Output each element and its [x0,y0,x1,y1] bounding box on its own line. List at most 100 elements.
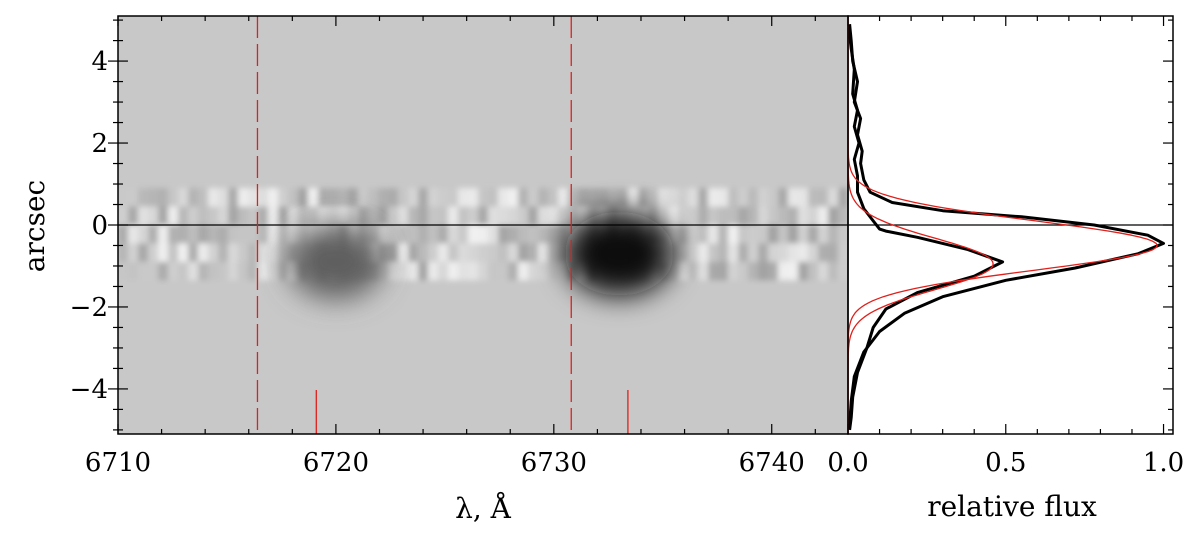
noise-cell [508,225,518,244]
noise-cell [258,243,268,262]
noise-cell [488,188,498,207]
noise-cell [798,261,808,281]
spectrum-panel: 6710 6720 6730 6740 −4 −2 0 2 4 λ, Å arcsec [18,15,1173,525]
x-tick-label: 6720 [303,448,369,478]
noise-cell [178,225,188,244]
y-axis-ticks: −4 −2 0 2 4 [70,19,1173,431]
noise-cell [358,188,368,207]
noise-cell [538,261,548,281]
noise-cell [258,261,268,281]
noise-cell [358,206,368,225]
noise-cell [578,188,588,207]
noise-cell [588,206,598,225]
noise-cell [498,261,508,281]
noise-cell [808,225,818,244]
noise-cell [438,188,448,207]
noise-cell [458,243,468,262]
noise-cell [208,206,218,225]
noise-cell [488,243,498,262]
noise-cell [678,225,688,244]
noise-cell [748,225,758,244]
noise-cell [648,188,658,207]
emission-features [287,211,675,300]
noise-cell [378,243,388,262]
noise-cell [718,206,728,225]
noise-cell [498,243,508,262]
noise-cell [778,206,788,225]
noise-cell [168,261,178,281]
noise-cell [738,261,748,281]
profile-x-axis-title: relative flux [927,490,1097,523]
noise-cell [178,188,188,207]
noise-cell [838,243,848,262]
noise-cell [178,243,188,262]
noise-cell [838,188,848,207]
noise-cell [708,225,718,244]
noise-cell [778,225,788,244]
noise-cell [668,206,678,225]
profile-x-tick-label: 0.0 [827,448,868,478]
noise-cell [518,225,528,244]
noise-cell [808,188,818,207]
noise-cell [228,206,238,225]
noise-cell [528,188,538,207]
y-tick-label: 4 [91,47,108,77]
noise-cell [298,206,308,225]
noise-cell [478,206,488,225]
noise-cell [198,206,208,225]
noise-cell [158,243,168,262]
noise-cell [798,225,808,244]
noise-cell [738,225,748,244]
noise-cell [158,261,168,281]
noise-cell [438,261,448,281]
noise-cell [188,206,198,225]
noise-cell [148,188,158,207]
noise-cell [598,188,608,207]
noise-cell [288,225,298,244]
noise-cell [458,261,468,281]
noise-cell [498,225,508,244]
noise-cell [548,261,558,281]
noise-cell [788,206,798,225]
profile-panel: 0.0 0.5 1.0 relative flux [827,15,1184,523]
noise-cell [558,206,568,225]
noise-cell [188,243,198,262]
x-tick-label: 6740 [739,448,805,478]
noise-cell [158,206,168,225]
noise-cell [388,225,398,244]
noise-cell [278,261,288,281]
noise-cell [148,206,158,225]
x-tick-label: 6710 [85,448,151,478]
noise-cell [428,188,438,207]
noise-cell [698,243,708,262]
noise-cell [118,188,128,207]
noise-cell [428,261,438,281]
noise-cell [218,206,228,225]
noise-cell [828,225,838,244]
noise-cell [688,188,698,207]
noise-cell [818,206,828,225]
noise-cell [668,261,678,281]
noise-cell [558,225,568,244]
noise-cell [128,243,138,262]
noise-cell [178,206,188,225]
noise-cell [438,206,448,225]
noise-cell [838,261,848,281]
noise-cell [408,206,418,225]
noise-cell [658,188,668,207]
noise-cell [198,261,208,281]
noise-cell [678,206,688,225]
noise-cell [658,206,668,225]
noise-cell [388,261,398,281]
noise-cell [398,206,408,225]
profile-x-tick-label: 1.0 [1143,448,1184,478]
noise-cell [148,243,158,262]
noise-cell [458,225,468,244]
noise-cell [728,261,738,281]
noise-cell [138,225,148,244]
noise-cell [198,243,208,262]
noise-cell [298,188,308,207]
noise-cell [448,243,458,262]
noise-cell [148,225,158,244]
noise-cell [418,243,428,262]
